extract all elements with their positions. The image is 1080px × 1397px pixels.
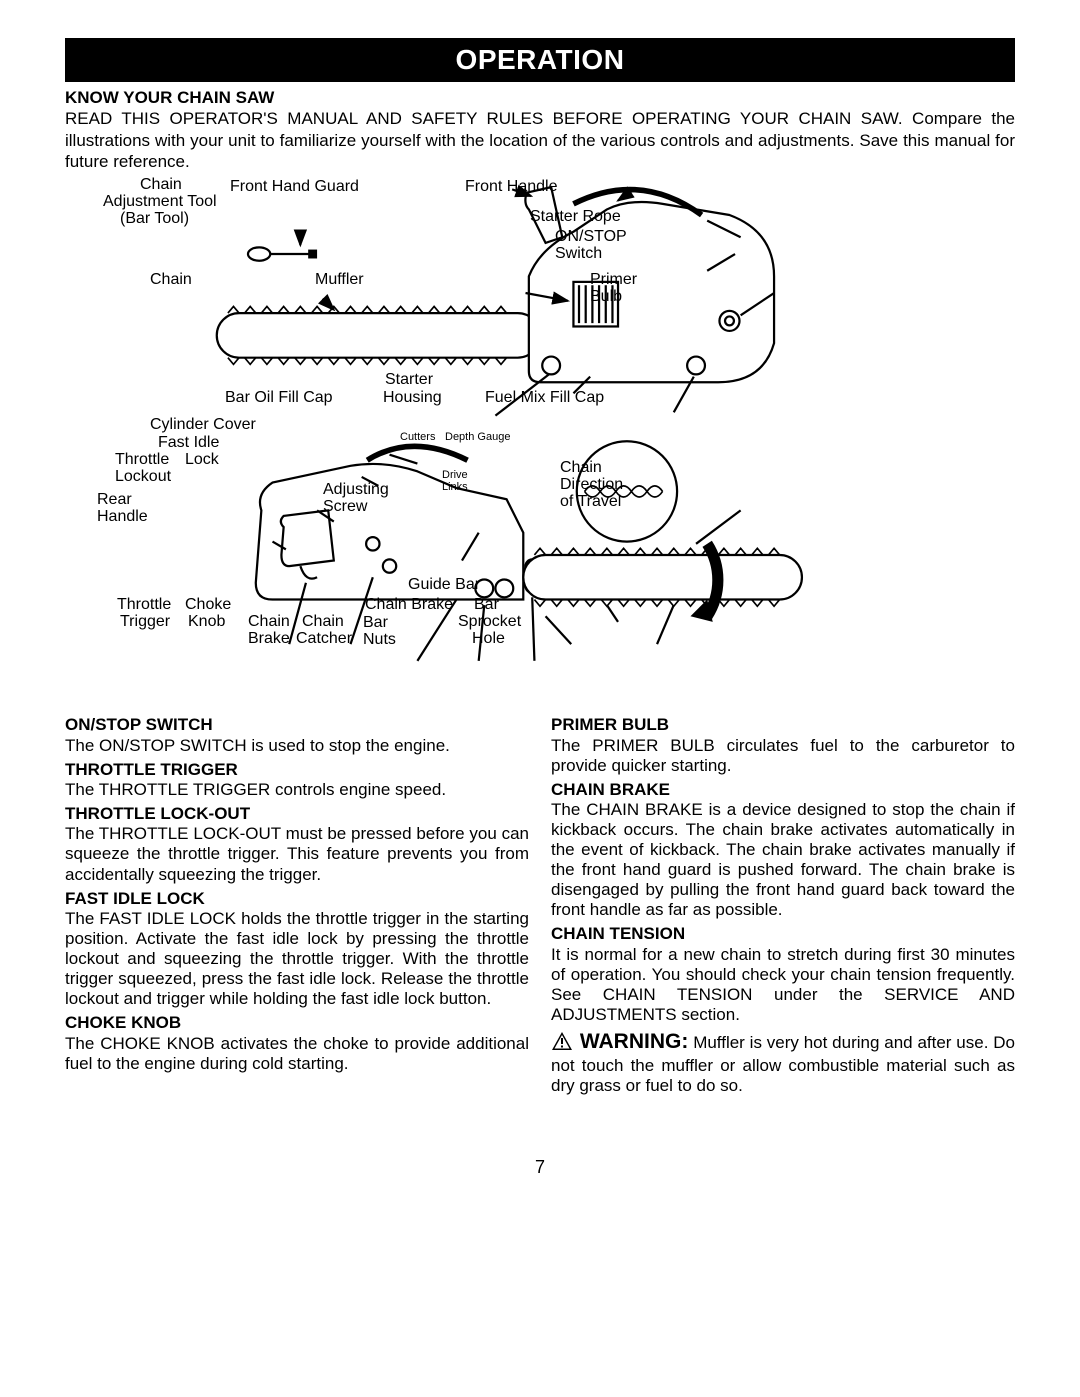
warning-icon xyxy=(551,1031,573,1056)
label-front-hand-guard: Front Hand Guard xyxy=(230,178,359,196)
chainsaw-diagram: Chain Adjustment Tool (Bar Tool) Front H… xyxy=(65,176,1015,711)
label-onstop-1: ON/STOP xyxy=(555,228,627,246)
label-choke-2: Knob xyxy=(188,613,225,631)
label-chain-adj-3: (Bar Tool) xyxy=(120,210,189,228)
chain-tension-title: CHAIN TENSION xyxy=(551,924,1015,944)
on-stop-title: ON/STOP SWITCH xyxy=(65,715,529,735)
label-primer-2: Bulb xyxy=(590,288,622,306)
label-onstop-2: Switch xyxy=(555,245,602,263)
label-fuel-mix: Fuel Mix Fill Cap xyxy=(485,389,604,407)
warning-block: WARNING: Muffler is very hot during and … xyxy=(551,1029,1015,1097)
label-chain-catch-2: Catcher xyxy=(296,630,352,648)
chain-brake-text: The CHAIN BRAKE is a device designed to … xyxy=(551,800,1015,920)
text-columns: ON/STOP SWITCH The ON/STOP SWITCH is use… xyxy=(65,715,1015,1097)
label-rear-1: Rear xyxy=(97,491,132,509)
fast-idle-title: FAST IDLE LOCK xyxy=(65,889,529,909)
label-chain-brake2-1: Chain xyxy=(248,613,290,631)
label-chain: Chain xyxy=(150,271,192,289)
intro-block: KNOW YOUR CHAIN SAW READ THIS OPERATOR'S… xyxy=(65,88,1015,172)
label-starter-rope: Starter Rope xyxy=(530,208,621,226)
throttle-lockout-text: The THROTTLE LOCK-OUT must be pressed be… xyxy=(65,824,529,884)
label-fast-idle-2: Lock xyxy=(185,451,219,469)
primer-bulb-title: PRIMER BULB xyxy=(551,715,1015,735)
choke-knob-text: The CHOKE KNOB activates the choke to pr… xyxy=(65,1034,529,1074)
label-chain-brake2-2: Brake xyxy=(248,630,290,648)
throttle-trigger-title: THROTTLE TRIGGER xyxy=(65,760,529,780)
left-column: ON/STOP SWITCH The ON/STOP SWITCH is use… xyxy=(65,715,529,1097)
label-chain-dir-1: Chain xyxy=(560,459,602,477)
label-throttle-trig-1: Throttle xyxy=(117,596,171,614)
label-cutters: Cutters xyxy=(400,431,435,443)
label-chain-dir-2: Direction xyxy=(560,476,623,494)
primer-bulb-text: The PRIMER BULB circulates fuel to the c… xyxy=(551,736,1015,776)
label-rear-2: Handle xyxy=(97,508,148,526)
label-starter-1: Starter xyxy=(385,371,433,389)
label-muffler: Muffler xyxy=(315,271,364,289)
label-bar-sprocket-3: Hole xyxy=(472,630,505,648)
chain-tension-text: It is normal for a new chain to stretch … xyxy=(551,945,1015,1025)
label-bar-oil: Bar Oil Fill Cap xyxy=(225,389,333,407)
label-throttle-lockout-2: Lockout xyxy=(115,468,171,486)
label-adjusting-1: Adjusting xyxy=(323,481,389,499)
label-primer-1: Primer xyxy=(590,271,637,289)
choke-knob-title: CHOKE KNOB xyxy=(65,1013,529,1033)
label-chain-catch-1: Chain xyxy=(302,613,344,631)
know-your-chainsaw-title: KNOW YOUR CHAIN SAW xyxy=(65,88,1015,108)
label-bar-nuts-2: Nuts xyxy=(363,631,396,649)
label-bar-sprocket-2: Sprocket xyxy=(458,613,521,631)
label-front-handle: Front Handle xyxy=(465,178,558,196)
label-chain-dir-3: of Travel xyxy=(560,493,621,511)
warning-word: WARNING: xyxy=(580,1030,689,1053)
right-column: PRIMER BULB The PRIMER BULB circulates f… xyxy=(551,715,1015,1097)
label-throttle-lockout-1: Throttle xyxy=(115,451,169,469)
label-fast-idle-1: Fast Idle xyxy=(158,434,219,452)
label-depth-gauge: Depth Gauge xyxy=(445,431,510,443)
page: OPERATION KNOW YOUR CHAIN SAW READ THIS … xyxy=(0,0,1080,1397)
label-guide-bar: Guide Bar xyxy=(408,576,480,594)
label-starter-2: Housing xyxy=(383,389,442,407)
chain-brake-title: CHAIN BRAKE xyxy=(551,780,1015,800)
throttle-lockout-title: THROTTLE LOCK-OUT xyxy=(65,804,529,824)
label-chain-adj-2: Adjustment Tool xyxy=(103,193,217,211)
page-number: 7 xyxy=(65,1157,1015,1178)
label-throttle-trig-2: Trigger xyxy=(120,613,170,631)
label-chain-adj-1: Chain xyxy=(140,176,182,194)
label-drive-1: Drive xyxy=(442,469,468,481)
label-bar-sprocket-1: Bar xyxy=(474,596,499,614)
label-choke-1: Choke xyxy=(185,596,231,614)
throttle-trigger-text: The THROTTLE TRIGGER controls engine spe… xyxy=(65,780,529,800)
label-bar-nuts-1: Bar xyxy=(363,614,388,632)
label-cylinder-cover: Cylinder Cover xyxy=(150,416,256,434)
on-stop-text: The ON/STOP SWITCH is used to stop the e… xyxy=(65,736,529,756)
intro-text: READ THIS OPERATOR'S MANUAL AND SAFETY R… xyxy=(65,108,1015,172)
label-chain-brake: Chain Brake xyxy=(365,596,453,614)
fast-idle-text: The FAST IDLE LOCK holds the throttle tr… xyxy=(65,909,529,1009)
label-drive-2: Links xyxy=(442,481,468,493)
operation-header: OPERATION xyxy=(65,38,1015,82)
label-adjusting-2: Screw xyxy=(323,498,367,516)
